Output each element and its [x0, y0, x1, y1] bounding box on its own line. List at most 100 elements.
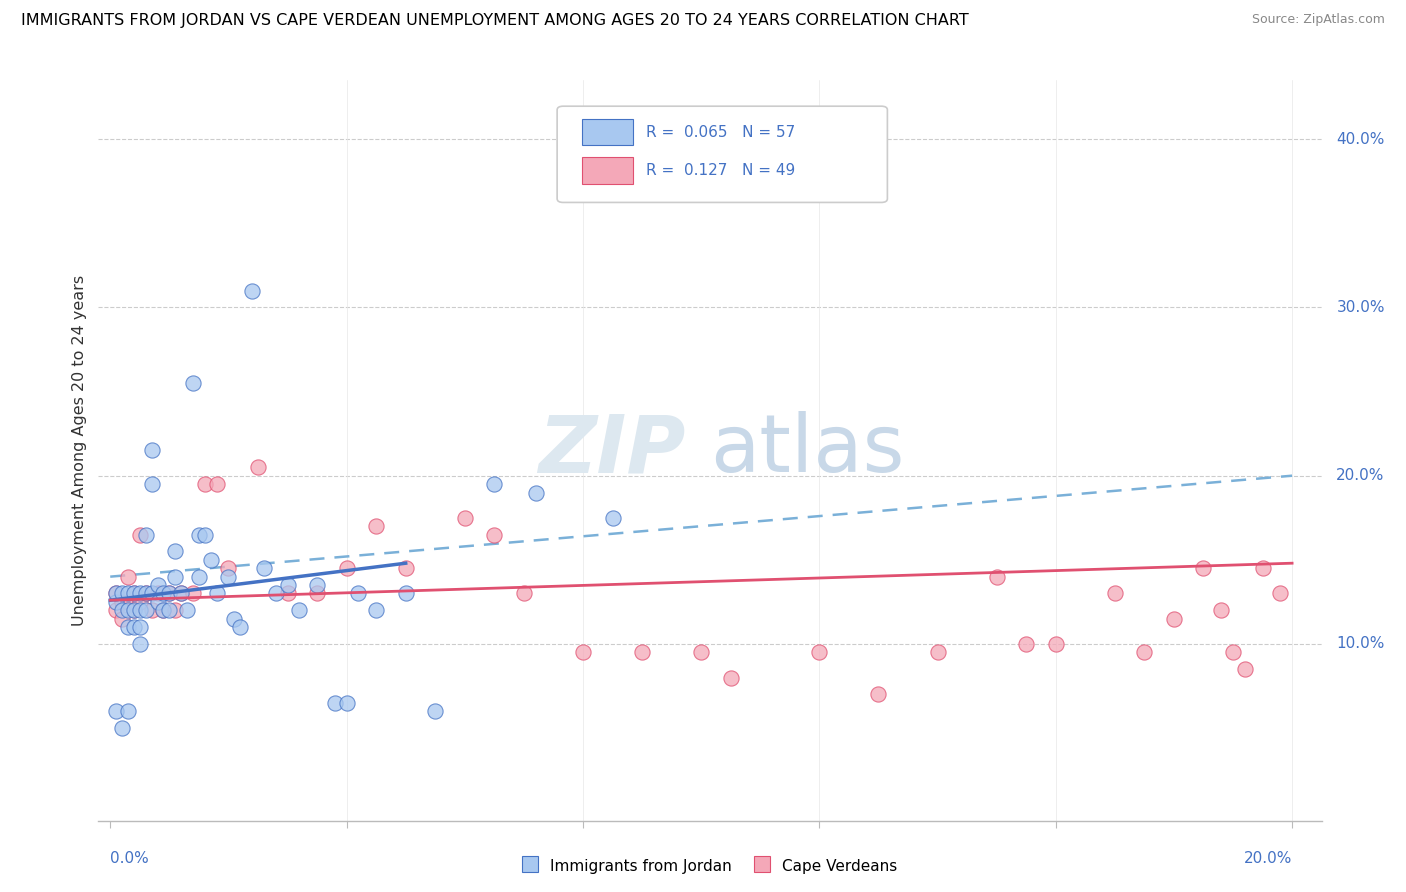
Point — [111, 603, 134, 617]
Point — [135, 586, 157, 600]
Point — [1192, 561, 1215, 575]
Point — [128, 595, 150, 609]
Point — [128, 603, 150, 617]
Point — [152, 603, 174, 617]
Point — [200, 553, 222, 567]
Point — [157, 586, 180, 600]
Point — [111, 721, 134, 735]
Point — [122, 603, 145, 617]
Point — [1045, 637, 1067, 651]
Text: IMMIGRANTS FROM JORDAN VS CAPE VERDEAN UNEMPLOYMENT AMONG AGES 20 TO 24 YEARS CO: IMMIGRANTS FROM JORDAN VS CAPE VERDEAN U… — [21, 13, 969, 29]
Point — [170, 586, 193, 600]
Point — [1222, 645, 1244, 659]
Text: R =  0.127   N = 49: R = 0.127 N = 49 — [647, 163, 796, 178]
Point — [141, 477, 163, 491]
Point — [1104, 586, 1126, 600]
Point — [152, 586, 174, 600]
Point — [240, 284, 263, 298]
Point — [117, 704, 139, 718]
Point — [217, 561, 239, 575]
Point — [135, 586, 157, 600]
Text: R =  0.065   N = 57: R = 0.065 N = 57 — [647, 125, 796, 140]
Point — [927, 645, 949, 659]
Point — [229, 620, 252, 634]
Point — [307, 578, 329, 592]
Point — [602, 510, 624, 524]
Point — [572, 645, 595, 659]
Point — [117, 595, 139, 609]
Bar — [582, 157, 633, 184]
Point — [105, 603, 128, 617]
Point — [146, 586, 169, 600]
Point — [205, 586, 228, 600]
Point — [157, 603, 180, 617]
Point — [128, 637, 150, 651]
Point — [128, 586, 150, 600]
Point — [122, 603, 145, 617]
Point — [117, 586, 139, 600]
Point — [111, 595, 134, 609]
Point — [152, 603, 174, 617]
Text: ZIP: ZIP — [538, 411, 686, 490]
Point — [366, 603, 388, 617]
Point — [187, 569, 209, 583]
Point — [1251, 561, 1274, 575]
Point — [631, 645, 654, 659]
Point — [187, 527, 209, 541]
Point — [181, 586, 204, 600]
Point — [194, 477, 217, 491]
Point — [1270, 586, 1292, 600]
Point — [105, 595, 128, 609]
Point — [484, 527, 506, 541]
Point — [720, 671, 742, 685]
Point — [336, 561, 359, 575]
Point — [395, 586, 418, 600]
FancyBboxPatch shape — [557, 106, 887, 202]
Point — [128, 527, 150, 541]
Text: atlas: atlas — [710, 411, 904, 490]
Text: 0.0%: 0.0% — [110, 851, 149, 866]
Point — [808, 645, 831, 659]
Point — [146, 595, 169, 609]
Point — [135, 527, 157, 541]
Point — [181, 376, 204, 391]
Point — [288, 603, 311, 617]
Point — [105, 704, 128, 718]
Point — [194, 527, 217, 541]
Text: Source: ZipAtlas.com: Source: ZipAtlas.com — [1251, 13, 1385, 27]
Point — [1015, 637, 1038, 651]
Point — [276, 586, 298, 600]
Text: 40.0%: 40.0% — [1336, 132, 1385, 146]
Point — [157, 586, 180, 600]
Point — [165, 544, 187, 558]
Point — [366, 519, 388, 533]
Point — [524, 485, 547, 500]
Point — [217, 569, 239, 583]
Point — [224, 612, 246, 626]
Legend: Immigrants from Jordan, Cape Verdeans: Immigrants from Jordan, Cape Verdeans — [516, 853, 904, 880]
Point — [170, 586, 193, 600]
Point — [307, 586, 329, 600]
Point — [986, 569, 1008, 583]
Point — [117, 569, 139, 583]
Text: 30.0%: 30.0% — [1336, 300, 1385, 315]
Point — [122, 620, 145, 634]
Point — [454, 510, 477, 524]
Point — [395, 561, 418, 575]
Point — [868, 688, 890, 702]
Point — [128, 620, 150, 634]
Point — [205, 477, 228, 491]
Text: 20.0%: 20.0% — [1336, 468, 1385, 483]
Point — [1163, 612, 1185, 626]
Point — [117, 603, 139, 617]
Point — [1211, 603, 1233, 617]
Point — [323, 696, 346, 710]
Point — [122, 586, 145, 600]
Text: 10.0%: 10.0% — [1336, 637, 1385, 651]
Text: 20.0%: 20.0% — [1244, 851, 1292, 866]
Point — [117, 620, 139, 634]
Point — [111, 612, 134, 626]
Point — [484, 477, 506, 491]
Point — [690, 645, 713, 659]
Point — [141, 603, 163, 617]
